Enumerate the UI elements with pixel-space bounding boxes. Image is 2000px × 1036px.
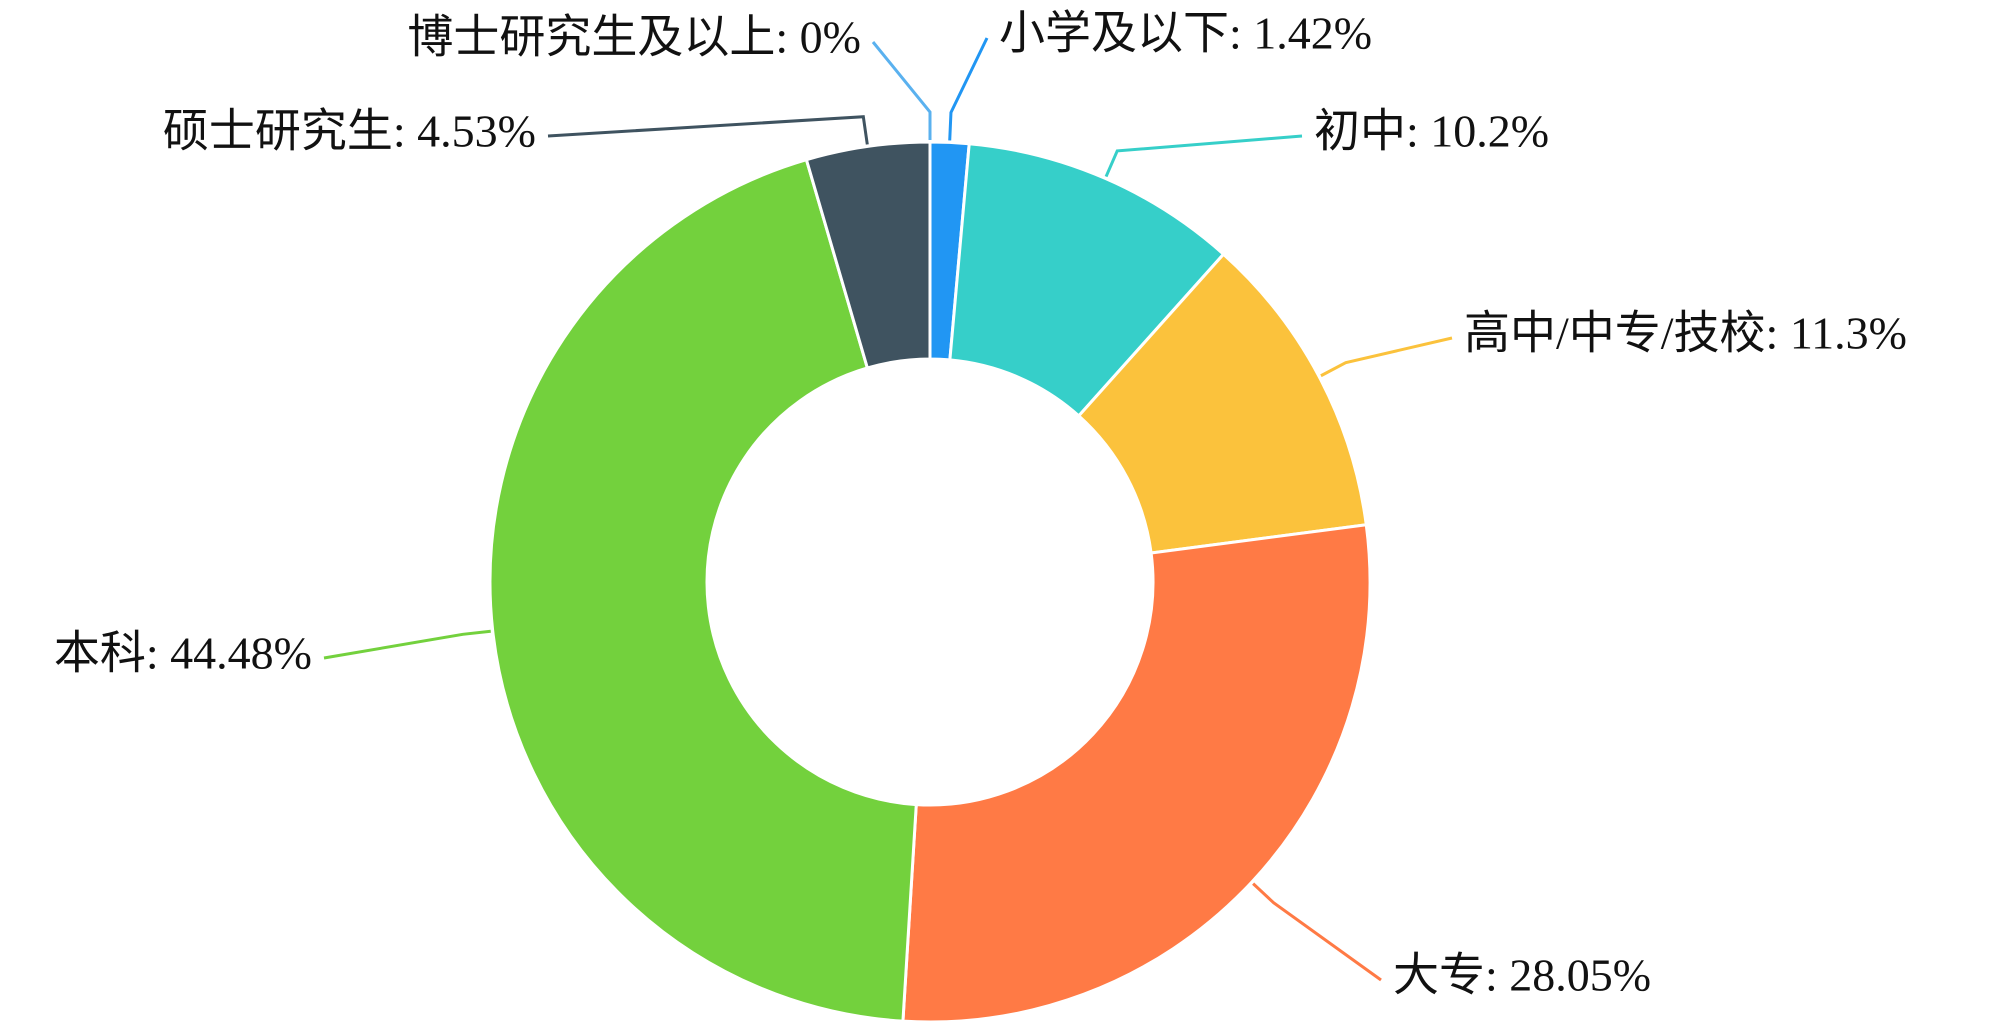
leader-line: [547, 115, 869, 145]
leader-line: [948, 37, 989, 141]
slice-label: 本科: 44.48%: [54, 628, 312, 679]
leader-line: [871, 41, 932, 140]
donut-slice: [948, 142, 1226, 418]
leader-line: [1104, 134, 1303, 178]
donut-slice: [488, 157, 918, 1023]
leader-line: [1252, 882, 1382, 982]
slice-label: 博士研究生及以上: 0%: [407, 12, 861, 63]
slice-label: 高中/中专/技校: 11.3%: [1464, 308, 1907, 359]
leader-line: [323, 629, 491, 660]
leader-line: [1320, 336, 1453, 378]
slice-label: 大专: 28.05%: [1393, 950, 1651, 1001]
donut-slice: [901, 523, 1372, 1024]
slice-label: 小学及以下: 1.42%: [999, 8, 1372, 59]
slice-label: 初中: 10.2%: [1314, 106, 1549, 157]
donut-slice: [1076, 252, 1368, 555]
slice-label: 硕士研究生: 4.53%: [163, 106, 536, 157]
